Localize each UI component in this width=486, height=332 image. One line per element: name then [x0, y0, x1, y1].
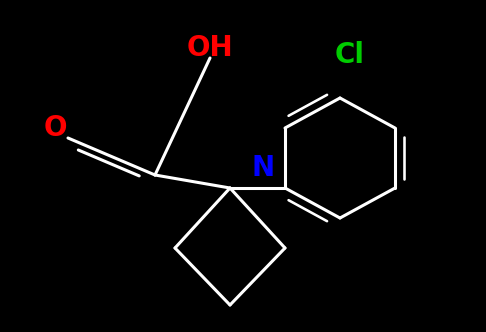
- Text: N: N: [251, 154, 275, 182]
- Text: OH: OH: [187, 34, 233, 62]
- Text: Cl: Cl: [335, 41, 365, 69]
- Text: O: O: [43, 114, 67, 142]
